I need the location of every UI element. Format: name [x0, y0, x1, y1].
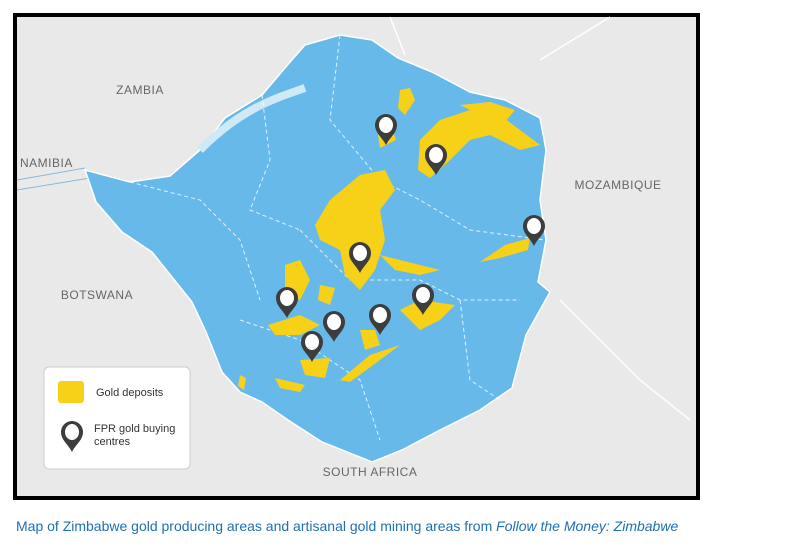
caption-source: Follow the Money: Zimbabwe	[496, 518, 679, 534]
country-label: BOTSWANA	[61, 288, 133, 302]
country-label: ZAMBIA	[116, 83, 164, 97]
map: ZAMBIA NAMIBIA MOZAMBIQUE BOTSWANA SOUTH…	[13, 13, 700, 500]
legend-label: Gold deposits	[96, 387, 164, 399]
country-label: MOZAMBIQUE	[574, 178, 661, 192]
legend: Gold deposits FPR gold buying centres	[43, 366, 191, 470]
country-label: SOUTH AFRICA	[323, 465, 418, 479]
caption-text: Map of Zimbabwe gold producing areas and…	[16, 518, 493, 534]
caption: Map of Zimbabwe gold producing areas and…	[16, 518, 678, 534]
gold-deposits	[238, 88, 540, 392]
country-label: NAMIBIA	[20, 156, 73, 170]
legend-label: FPR gold buying centres	[94, 423, 176, 448]
